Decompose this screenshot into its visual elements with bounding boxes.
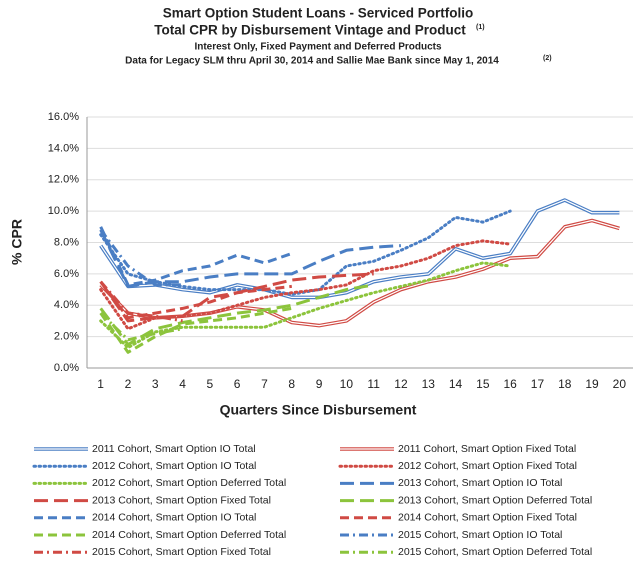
series-line [99, 229, 401, 288]
series-line [99, 280, 183, 323]
x-tick-label: 4 [179, 377, 186, 391]
y-tick-label: 0.0% [54, 362, 79, 374]
subtitle: Interest Only, Fixed Payment and Deferre… [194, 42, 442, 53]
legend-label: 2013 Cohort, Smart Option Fixed Total [92, 494, 271, 506]
series-line [99, 261, 512, 350]
x-tick-label: 14 [449, 377, 463, 391]
y-tick-label: 2.0% [54, 331, 79, 343]
x-tick-label: 3 [152, 377, 159, 391]
subtitle-note: (2) [543, 55, 552, 62]
legend-label: 2015 Cohort, Smart Option IO Total [398, 529, 562, 541]
y-tick-label: 14.0% [48, 142, 79, 154]
legend-label: 2014 Cohort, Smart Option Deferred Total [92, 529, 286, 541]
x-tick-label: 16 [503, 377, 517, 391]
legend-label: 2014 Cohort, Smart Option IO Total [92, 512, 256, 524]
legend-label: 2011 Cohort, Smart Option Fixed Total [398, 443, 576, 455]
y-tick-label: 16.0% [48, 111, 79, 123]
x-tick-label: 11 [367, 377, 380, 391]
chart-title: Smart Option Student Loans - Serviced Po… [163, 6, 474, 21]
x-tick-label: 1 [97, 377, 104, 391]
x-tick-label: 12 [394, 377, 408, 391]
x-axis-title: Quarters Since Disbursement [220, 402, 417, 418]
x-tick-label: 7 [261, 377, 268, 391]
series-line [99, 283, 374, 346]
series-line [99, 306, 293, 354]
legend-label: 2012 Cohort, Smart Option IO Total [92, 460, 256, 472]
x-tick-label: 6 [234, 377, 241, 391]
legend-label: 2013 Cohort, Smart Option IO Total [398, 477, 562, 489]
y-tick-label: 6.0% [54, 268, 79, 280]
x-tick-label: 9 [316, 377, 323, 391]
legend-label: 2015 Cohort, Smart Option Deferred Total [398, 546, 592, 558]
x-tick-label: 19 [585, 377, 599, 391]
y-tick-label: 10.0% [48, 205, 79, 217]
chart-title-2: Total CPR by Disbursement Vintage and Pr… [154, 23, 466, 38]
legend-label: 2013 Cohort, Smart Option Deferred Total [398, 494, 592, 506]
x-tick-label: 15 [476, 377, 490, 391]
series-line [99, 228, 183, 287]
x-tick-label: 2 [125, 377, 132, 391]
legend-label: 2011 Cohort, Smart Option IO Total [92, 443, 256, 455]
legend-label: 2012 Cohort, Smart Option Fixed Total [398, 460, 577, 472]
series-line [99, 280, 292, 320]
x-tick-label: 17 [531, 377, 545, 391]
series-line [99, 312, 183, 342]
title-note: (1) [476, 24, 485, 31]
y-axis-title: % CPR [9, 219, 25, 265]
y-tick-label: 8.0% [54, 236, 79, 248]
x-tick-label: 18 [558, 377, 572, 391]
subtitle-2: Data for Legacy SLM thru April 30, 2014 … [125, 56, 499, 67]
y-tick-label: 12.0% [48, 174, 79, 186]
x-tick-label: 10 [340, 377, 354, 391]
legend-label: 2012 Cohort, Smart Option Deferred Total [92, 477, 286, 489]
y-tick-label: 4.0% [54, 299, 79, 311]
x-tick-label: 20 [613, 377, 627, 391]
x-tick-label: 13 [422, 377, 436, 391]
x-tick-label: 8 [288, 377, 295, 391]
legend-label: 2014 Cohort, Smart Option Fixed Total [398, 512, 577, 524]
x-tick-label: 5 [207, 377, 214, 391]
series-line [99, 226, 293, 287]
legend-label: 2015 Cohort, Smart Option Fixed Total [92, 546, 271, 558]
